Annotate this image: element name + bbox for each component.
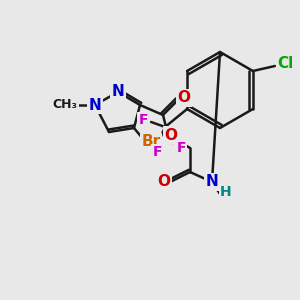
Text: O: O (158, 175, 170, 190)
Text: CH₃: CH₃ (52, 98, 77, 112)
Text: F: F (176, 141, 186, 155)
Text: F: F (138, 113, 148, 127)
Text: N: N (206, 175, 218, 190)
Text: O: O (164, 128, 178, 142)
Text: H: H (220, 185, 232, 199)
Text: F: F (152, 145, 162, 159)
Text: Cl: Cl (277, 56, 293, 71)
Text: Br: Br (141, 134, 160, 149)
Text: N: N (88, 98, 101, 112)
Text: O: O (178, 91, 190, 106)
Text: N: N (112, 85, 124, 100)
